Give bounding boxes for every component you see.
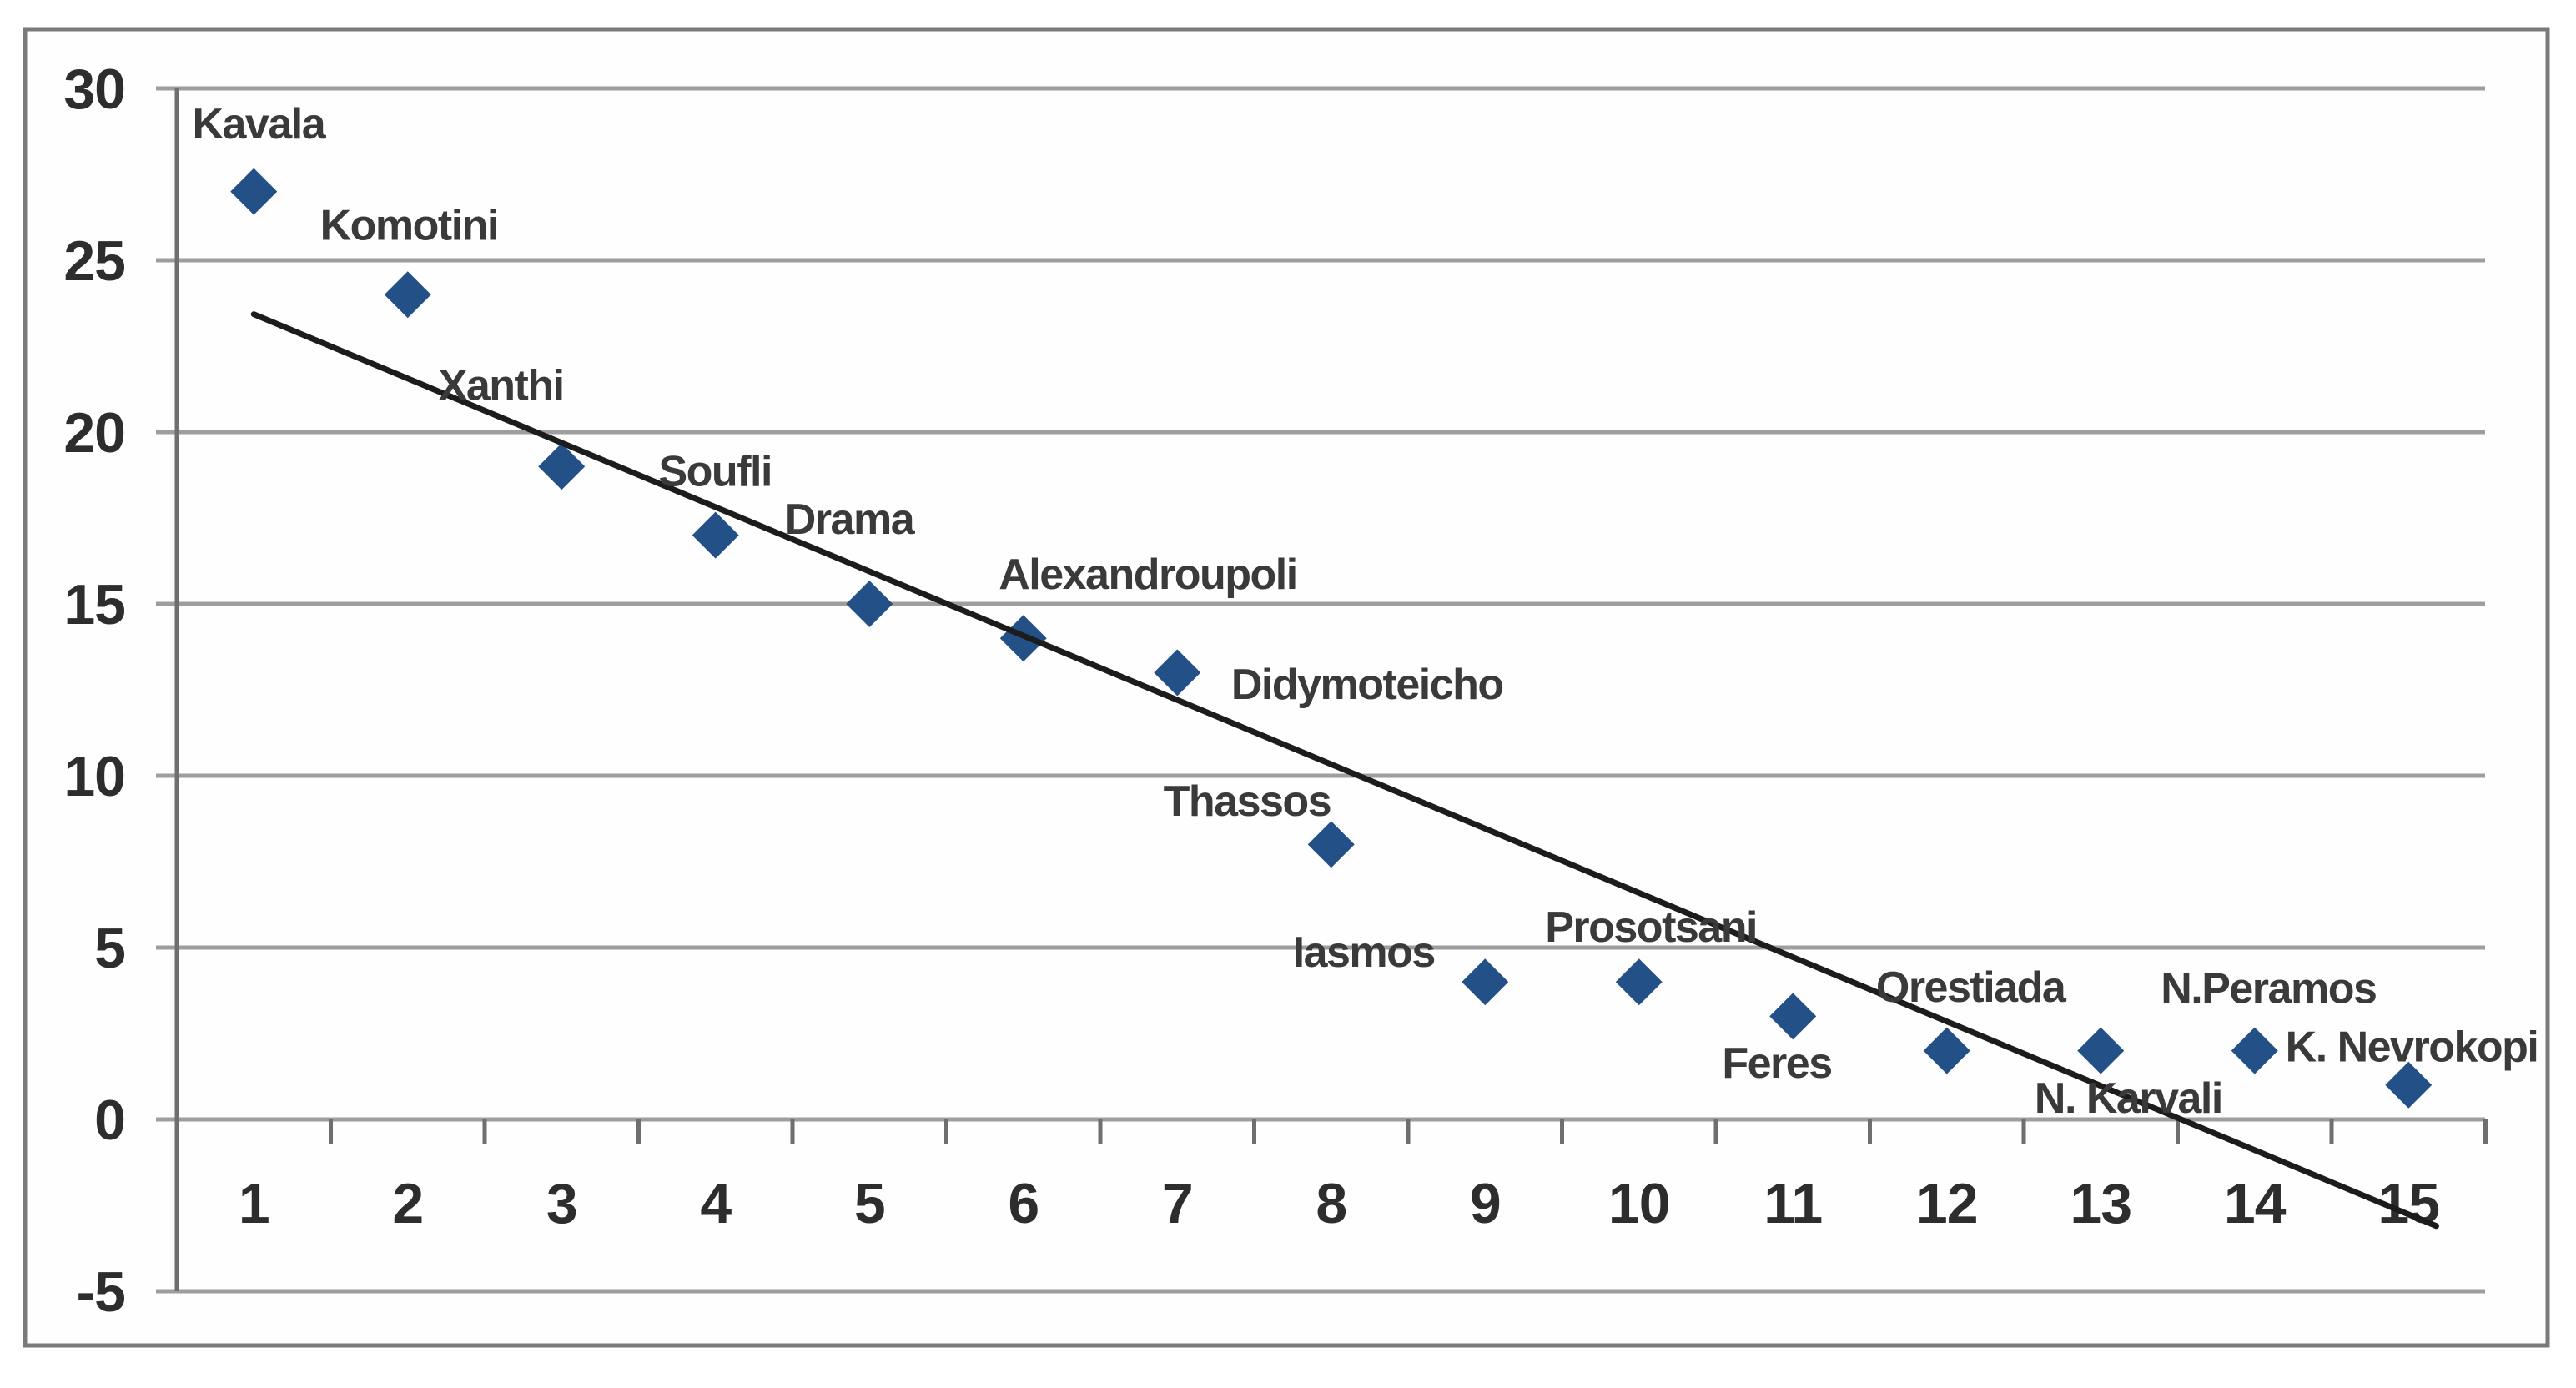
data-point-iasmos: [1462, 958, 1509, 1006]
data-point-thassos: [1307, 821, 1355, 868]
x-tick-label-12: 12: [1916, 1172, 1978, 1235]
x-tick-label-3: 3: [546, 1172, 577, 1235]
data-point-n-peramos: [2231, 1027, 2278, 1074]
data-label-n-karvali: N. Karvali: [2035, 1074, 2222, 1123]
x-tick-label-2: 2: [392, 1172, 423, 1235]
data-point-prosotsani: [1615, 958, 1663, 1006]
x-tick-label-6: 6: [1008, 1172, 1039, 1235]
y-tick-label-25: 25: [63, 229, 125, 293]
data-point-xanthi: [538, 443, 586, 490]
x-tick-label-4: 4: [700, 1172, 732, 1235]
x-tick-label-11: 11: [1763, 1172, 1822, 1235]
data-label-didymoteicho: Didymoteicho: [1231, 661, 1503, 709]
data-label-alexandroupoli: Alexandroupoli: [999, 551, 1296, 599]
x-tick-label-13: 13: [2070, 1172, 2131, 1235]
x-tick-label-7: 7: [1162, 1172, 1193, 1235]
data-label-orestiada: Orestiada: [1876, 963, 2067, 1012]
data-point-komotini: [384, 271, 431, 319]
data-point-drama: [846, 581, 893, 627]
data-label-komotini: Komotini: [320, 202, 498, 250]
x-tick-label-8: 8: [1316, 1172, 1346, 1235]
data-label-n-peramos: N.Peramos: [2161, 964, 2376, 1013]
x-tick-label-14: 14: [2224, 1172, 2287, 1235]
data-label-k-nevrokopi: K. Nevrokopi: [2286, 1023, 2538, 1071]
data-label-xanthi: Xanthi: [439, 361, 564, 410]
data-label-prosotsani: Prosotsani: [1545, 903, 1757, 952]
y-tick-label-30: 30: [63, 58, 125, 121]
data-point-orestiada: [1923, 1027, 1970, 1074]
figure-border: [23, 27, 2550, 1348]
y-tick-label-5: 5: [94, 917, 125, 980]
x-tick-label-5: 5: [854, 1172, 885, 1235]
data-point-soufli: [692, 511, 739, 559]
x-tick-label-9: 9: [1470, 1172, 1501, 1235]
data-label-drama: Drama: [785, 495, 916, 544]
trendline: [250, 311, 2439, 1230]
y-tick-label--5: -5: [77, 1260, 125, 1324]
data-point-k-nevrokopi: [2385, 1061, 2433, 1109]
data-label-kavala: Kavala: [192, 100, 326, 148]
data-point-didymoteicho: [1154, 649, 1201, 697]
y-tick-label-0: 0: [94, 1089, 125, 1152]
data-label-soufli: Soufli: [658, 447, 771, 495]
data-point-feres: [1769, 993, 1817, 1040]
data-label-thassos: Thassos: [1164, 777, 1331, 826]
y-tick-label-20: 20: [63, 401, 125, 465]
data-label-iasmos: Iasmos: [1293, 928, 1435, 977]
data-point-n-karvali: [2077, 1027, 2125, 1074]
data-label-feres: Feres: [1722, 1039, 1831, 1088]
x-tick-label-10: 10: [1608, 1172, 1670, 1235]
y-tick-label-15: 15: [63, 573, 125, 636]
x-tick-label-1: 1: [239, 1172, 269, 1235]
y-tick-label-10: 10: [63, 745, 125, 808]
data-point-kavala: [230, 168, 278, 215]
